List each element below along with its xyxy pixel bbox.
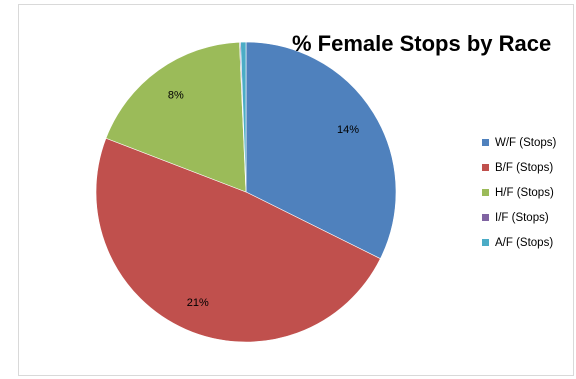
pie-data-labels: 14% 21% 8% <box>168 90 359 309</box>
data-label-h: 8% <box>168 90 184 102</box>
legend-swatch <box>482 214 489 221</box>
legend-item-w: W/F (Stops) <box>482 130 556 155</box>
legend-label: H/F (Stops) <box>495 186 554 199</box>
pie-slice-b <box>95 137 381 343</box>
legend-label: B/F (Stops) <box>495 161 554 174</box>
pie-slices <box>95 41 397 343</box>
legend-item-h: H/F (Stops) <box>482 180 556 205</box>
legend-item-b: B/F (Stops) <box>482 155 556 180</box>
legend-swatch <box>482 239 489 246</box>
legend-label: I/F (Stops) <box>495 211 549 224</box>
data-label-w: 14% <box>337 124 359 136</box>
legend-label: A/F (Stops) <box>495 236 554 249</box>
legend-swatch <box>482 189 489 196</box>
data-label-b: 21% <box>187 297 209 309</box>
chart-title: % Female Stops by Race <box>292 31 552 56</box>
legend-item-i: I/F (Stops) <box>482 205 556 230</box>
legend-label: W/F (Stops) <box>495 136 557 149</box>
pie-slice-w <box>245 41 397 260</box>
pie-slice-h <box>105 41 247 193</box>
pie-slice-a <box>240 41 247 193</box>
legend-swatch <box>482 164 489 171</box>
legend-swatch <box>482 139 489 146</box>
chart-legend: W/F (Stops) B/F (Stops) H/F (Stops) I/F (St… <box>482 130 556 255</box>
legend-item-a: A/F (Stops) <box>482 230 556 255</box>
